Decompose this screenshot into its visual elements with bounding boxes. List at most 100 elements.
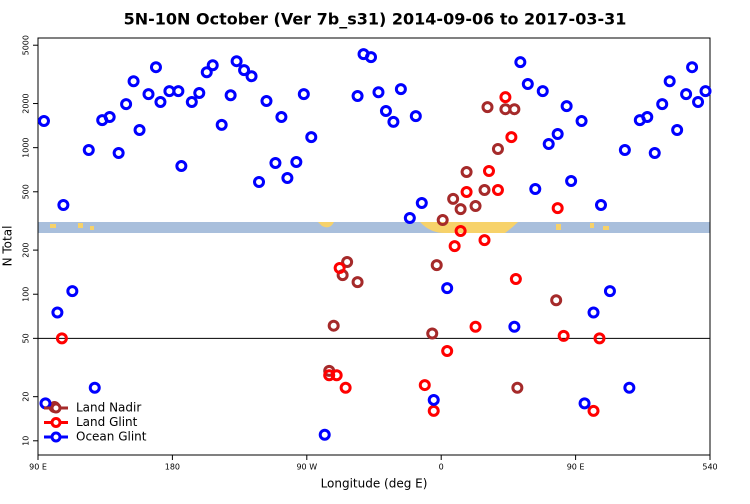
point xyxy=(185,95,198,108)
point xyxy=(330,369,343,382)
point xyxy=(618,143,631,156)
point xyxy=(269,156,282,169)
point xyxy=(305,131,318,144)
point xyxy=(275,110,288,123)
point xyxy=(692,95,705,108)
point xyxy=(427,404,440,417)
point xyxy=(260,95,273,108)
x-tick-label: 90 E xyxy=(29,463,47,472)
point xyxy=(55,332,68,345)
point xyxy=(509,273,522,286)
y-tick-label: 200 xyxy=(22,242,31,257)
point xyxy=(436,213,449,226)
point xyxy=(379,104,392,117)
point xyxy=(206,59,219,72)
point xyxy=(508,320,521,333)
y-tick-label: 20 xyxy=(22,392,31,402)
y-tick-label: 5000 xyxy=(22,35,31,55)
y-tick-label: 50 xyxy=(22,333,31,343)
legend-label: Land Glint xyxy=(76,415,138,429)
point xyxy=(648,147,661,160)
x-tick-label: 90 W xyxy=(296,463,317,472)
point xyxy=(154,95,167,108)
point xyxy=(426,327,439,340)
point xyxy=(290,156,303,169)
point xyxy=(499,91,512,104)
point xyxy=(409,110,422,123)
point xyxy=(415,197,428,210)
point xyxy=(491,143,504,156)
point xyxy=(505,131,518,144)
point xyxy=(469,320,482,333)
point xyxy=(478,184,491,197)
point xyxy=(339,381,352,394)
point xyxy=(175,160,188,173)
y-tick-label: 1000 xyxy=(22,137,31,157)
point xyxy=(542,137,555,150)
legend-marker xyxy=(50,402,62,414)
point xyxy=(323,369,336,382)
map-strip xyxy=(38,222,710,233)
point xyxy=(699,85,712,98)
point xyxy=(281,171,294,184)
point xyxy=(447,192,460,205)
point xyxy=(103,110,116,123)
point xyxy=(481,101,494,114)
legend-label: Land Nadir xyxy=(76,401,141,415)
point xyxy=(508,103,521,116)
point xyxy=(82,143,95,156)
point xyxy=(454,203,467,216)
point xyxy=(37,115,50,128)
point xyxy=(238,64,251,77)
point xyxy=(253,176,266,189)
chart-title: 5N-10N October (Ver 7b_s31) 2014-09-06 t… xyxy=(124,10,627,29)
point xyxy=(403,212,416,225)
point xyxy=(550,294,563,307)
point xyxy=(441,282,454,295)
point xyxy=(230,55,243,68)
point xyxy=(557,329,570,342)
point xyxy=(514,56,527,69)
x-tick-label: 0 xyxy=(439,463,444,472)
point xyxy=(224,89,237,102)
point xyxy=(454,225,467,238)
point xyxy=(394,83,407,96)
point xyxy=(427,393,440,406)
plot-frame xyxy=(37,37,711,456)
point xyxy=(536,85,549,98)
point xyxy=(333,261,346,274)
point xyxy=(365,51,378,64)
point xyxy=(88,381,101,394)
y-tick-label: 100 xyxy=(22,287,31,302)
point xyxy=(575,115,588,128)
point xyxy=(623,381,636,394)
point xyxy=(133,123,146,136)
point xyxy=(112,147,125,160)
point xyxy=(656,98,669,111)
point xyxy=(193,87,206,100)
point xyxy=(460,166,473,179)
point xyxy=(418,379,431,392)
point xyxy=(565,175,578,188)
point xyxy=(57,199,70,212)
point xyxy=(469,199,482,212)
point xyxy=(172,85,185,98)
x-tick-label: 180 xyxy=(165,463,180,472)
y-axis-label: N Total xyxy=(1,226,15,267)
point xyxy=(587,404,600,417)
point xyxy=(127,75,140,88)
point xyxy=(663,75,676,88)
point xyxy=(686,61,699,74)
point xyxy=(441,344,454,357)
x-axis-label: Longitude (deg E) xyxy=(321,477,428,491)
point xyxy=(594,199,607,212)
point xyxy=(200,66,213,79)
point xyxy=(560,100,573,113)
point xyxy=(593,332,606,345)
point xyxy=(387,115,400,128)
point xyxy=(327,319,340,332)
x-tick-label: 540 xyxy=(702,463,717,472)
point xyxy=(351,90,364,103)
point xyxy=(641,110,654,123)
